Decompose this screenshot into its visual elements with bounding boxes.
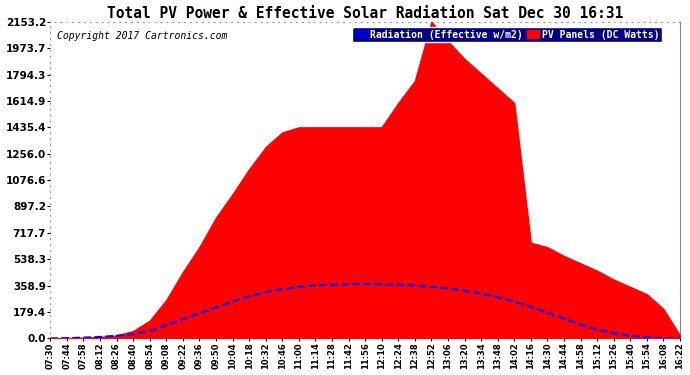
Title: Total PV Power & Effective Solar Radiation Sat Dec 30 16:31: Total PV Power & Effective Solar Radiati… (107, 6, 623, 21)
Text: Copyright 2017 Cartronics.com: Copyright 2017 Cartronics.com (57, 31, 227, 41)
Legend: Radiation (Effective w/m2), PV Panels (DC Watts): Radiation (Effective w/m2), PV Panels (D… (353, 27, 662, 42)
